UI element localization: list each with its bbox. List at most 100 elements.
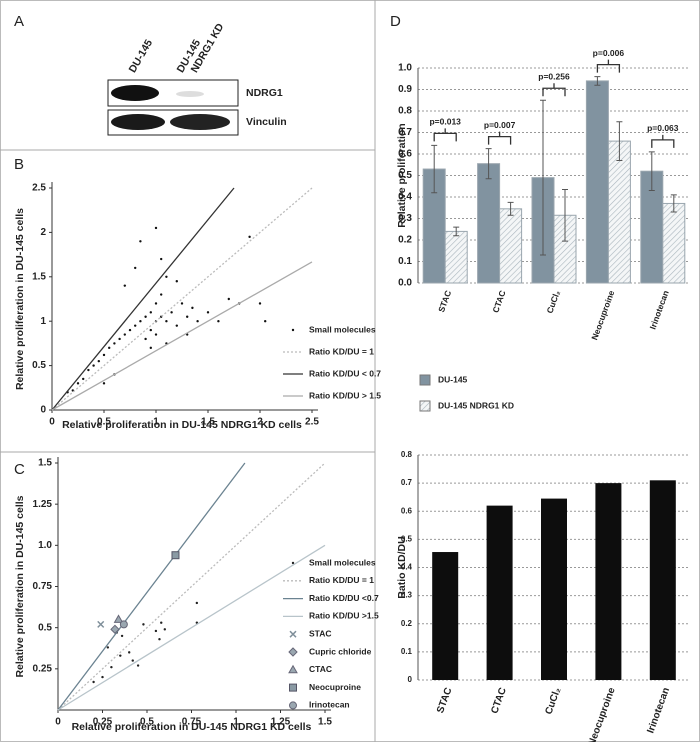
point (101, 675, 104, 679)
y-tick-label: 0.7 (398, 127, 412, 138)
ratio-line (51, 187, 235, 411)
x-tick-label: Neocuproine (589, 289, 616, 341)
significance-bracket (487, 131, 512, 145)
y-tick-label: 0.9 (398, 84, 412, 95)
p-value: p=0.006 (593, 48, 625, 58)
point (170, 311, 173, 314)
x-tick-label: STAC (436, 289, 453, 314)
y-tick-label: 0.2 (401, 619, 413, 628)
significance-bracket (651, 134, 675, 148)
y-tick-label: 0.5 (401, 534, 413, 543)
legend-swatch (288, 664, 298, 674)
legend-label: Ratio KD/DU <0.7 (309, 593, 379, 603)
legend-swatch (291, 561, 295, 565)
p-value: p=0.007 (484, 120, 516, 130)
blot-box (107, 79, 239, 107)
legend-label: STAC (309, 628, 332, 638)
point (118, 337, 121, 341)
error-bar (453, 226, 460, 237)
y-tick-label: 0.6 (401, 506, 413, 515)
bar (649, 480, 676, 680)
bar (585, 80, 609, 284)
x-tick-label: STAC (435, 686, 454, 715)
y-tick-label: 0.5 (398, 170, 412, 181)
x-tick-label: 1.25 (271, 717, 291, 728)
y-tick-label: 0.8 (401, 450, 413, 459)
point (142, 623, 145, 626)
point (196, 320, 199, 323)
x-tick-label: 1.5 (201, 417, 215, 428)
legend-swatch (289, 630, 297, 638)
legend-label: Irinotecan (309, 700, 350, 710)
legend-swatch (289, 701, 297, 710)
error-bar (562, 188, 568, 242)
legend-label: Ratio KD/DU >1.5 (309, 611, 379, 621)
y-tick-label: 2 (40, 227, 46, 238)
x-tick-label: CTAC (489, 686, 509, 715)
legend-label: CTAC (309, 664, 332, 674)
point (113, 614, 124, 623)
y-tick-label: 1.5 (32, 271, 46, 282)
bar (444, 230, 468, 284)
protein-label: Vinculin (246, 116, 287, 128)
p-value: p=0.013 (429, 117, 461, 127)
point (154, 302, 158, 305)
point (163, 628, 166, 631)
x-tick-label: Irinotecan (648, 289, 671, 331)
point (191, 306, 194, 310)
y-tick-label: 2.5 (32, 183, 46, 194)
point (158, 637, 161, 641)
point (110, 665, 113, 669)
point (97, 359, 101, 363)
error-bar (540, 99, 546, 256)
point (180, 302, 184, 305)
legend-label: Cupric chloride (309, 646, 372, 656)
point (195, 601, 199, 605)
y-tick-label: 0.1 (398, 256, 412, 267)
point (92, 680, 95, 684)
ratio-line (57, 462, 326, 711)
point (149, 311, 152, 314)
point (165, 320, 168, 323)
error-bar (670, 194, 677, 213)
point (139, 320, 142, 323)
y-tick-label: 0.7 (401, 478, 413, 487)
y-tick-label: 0.4 (401, 563, 413, 572)
p-value: p=0.063 (647, 123, 679, 133)
y-tick-label: 0.0 (398, 278, 412, 289)
x-tick-label: 0 (55, 717, 61, 728)
x-tick-label: 2 (257, 417, 263, 428)
point (136, 664, 140, 667)
x-tick-label: 2.5 (305, 417, 319, 428)
y-tick-label: 0.8 (398, 106, 412, 117)
error-bar (431, 144, 438, 194)
point (186, 315, 189, 318)
bar (477, 163, 501, 284)
x-axis-title: Relative proliferation in DU-145 NDRG1 K… (72, 721, 312, 733)
x-tick-label: 0.75 (182, 717, 202, 728)
point (108, 346, 111, 350)
x-tick-label: 1 (233, 717, 239, 728)
y-axis-title: Relative proliferation in DU-145 cells (14, 208, 26, 390)
x-tick-label: 0.5 (140, 717, 154, 728)
ratio-line (51, 187, 313, 411)
point (128, 328, 132, 332)
point (87, 368, 90, 372)
y-tick-label: 0.25 (33, 663, 53, 674)
panel-label: A (14, 13, 24, 30)
protein-label: NDRG1 (246, 87, 283, 99)
point (131, 659, 134, 662)
y-tick-label: 0.3 (401, 591, 413, 600)
point (82, 377, 85, 381)
legend-label: DU-145 NDRG1 KD (438, 400, 514, 410)
y-tick-label: 0.4 (398, 192, 412, 203)
ratio-line (57, 462, 246, 711)
point (227, 297, 230, 301)
legend-label: Small molecules (309, 324, 376, 334)
point (128, 651, 131, 654)
point (171, 551, 180, 560)
legend-label: Ratio KD/DU < 0.7 (309, 368, 381, 378)
legend-label: Ratio KD/DU > 1.5 (309, 390, 381, 400)
x-axis-title: Relative proliferation in DU-145 NDRG1 K… (62, 419, 302, 431)
